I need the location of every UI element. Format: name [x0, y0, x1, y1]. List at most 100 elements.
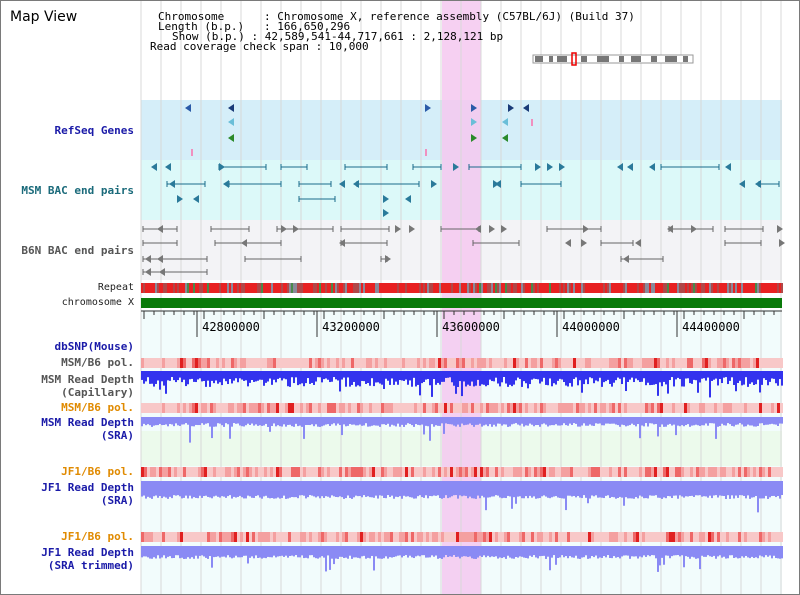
repeat-segment: [203, 283, 205, 293]
jf1-sra-depth-bar: [295, 481, 297, 498]
track-label-jf1-b6-pol-2[interactable]: JF1/B6 pol.: [61, 530, 134, 543]
msm-b6-pol-bar: [753, 358, 756, 368]
repeat-segment: [551, 283, 553, 293]
jf1-sra-depth-bar: [681, 481, 683, 497]
msm-capillary-depth-bar: [337, 371, 339, 381]
jf1-sra-depth-bar: [233, 481, 235, 497]
repeat-segment: [687, 283, 689, 293]
track-label-msm-b6-pol-1[interactable]: MSM/B6 pol.: [61, 356, 134, 369]
jf1-trimmed-depth-bar: [177, 546, 179, 556]
repeat-segment: [171, 283, 173, 293]
jf1-sra-depth-bar: [657, 481, 659, 498]
repeat-segment: [419, 283, 421, 293]
msm-sra-depth-bar: [643, 417, 645, 427]
jf1-b6-pol-bar-2: [615, 532, 618, 542]
msm-sra-depth-bar: [717, 417, 719, 427]
msm-sra-depth-bar: [491, 417, 493, 427]
track-label-refseq[interactable]: RefSeq Genes: [54, 124, 134, 137]
msm-capillary-depth-bar: [729, 371, 731, 381]
jf1-b6-pol-bar-2: [567, 532, 570, 542]
jf1-trimmed-depth-bar: [507, 546, 509, 556]
msm-b6-pol-bar-2: [156, 403, 159, 413]
msm-capillary-depth-bar: [719, 371, 721, 380]
repeat-segment: [149, 283, 151, 293]
jf1-b6-pol-bar-2: [492, 532, 495, 542]
jf1-b6-pol-bar: [468, 467, 471, 477]
jf1-sra-depth-bar: [435, 481, 437, 496]
msm-b6-pol-bar-2: [426, 403, 429, 413]
jf1-b6-pol-bar: [720, 467, 723, 477]
repeat-segment: [769, 283, 771, 293]
b6n-bac-arrow: [777, 225, 783, 233]
msm-sra-depth-bar: [675, 417, 677, 436]
jf1-b6-pol-bar: [372, 467, 375, 477]
ruler-tick-label: 42800000: [202, 320, 260, 334]
track-label-b6n-bac[interactable]: B6N BAC end pairs: [21, 244, 134, 257]
jf1-sra-depth-bar: [473, 481, 475, 499]
msm-sra-depth-bar: [247, 417, 249, 424]
jf1-trimmed-depth-bar: [273, 546, 275, 556]
jf1-b6-pol-bar: [768, 467, 771, 477]
track-label-jf1-depth-sra[interactable]: JF1 Read Depth: [41, 481, 134, 494]
jf1-trimmed-depth-bar: [213, 546, 215, 558]
msm-b6-pol-bar-2: [516, 403, 519, 413]
msm-capillary-depth-bar: [175, 371, 177, 383]
repeat-segment: [413, 283, 415, 293]
repeat-segment: [389, 283, 391, 293]
msm-capillary-depth-bar: [393, 371, 395, 385]
jf1-trimmed-depth-bar: [727, 546, 729, 559]
msm-sra-depth-bar: [385, 417, 387, 425]
msm-sra-depth-bar: [565, 417, 567, 426]
jf1-trimmed-depth-bar: [663, 546, 665, 565]
msm-b6-pol-bar: [207, 358, 210, 368]
msm-sra-depth-bar: [769, 417, 771, 425]
jf1-sra-depth-bar: [297, 481, 299, 499]
msm-capillary-depth-bar: [295, 371, 297, 378]
msm-capillary-depth-bar: [395, 371, 397, 382]
msm-b6-pol-bar: [633, 358, 636, 368]
msm-capillary-depth-bar: [221, 371, 223, 386]
jf1-b6-pol-bar-2: [180, 532, 183, 542]
repeat-segment: [541, 283, 543, 293]
msm-b6-pol-bar: [561, 358, 564, 368]
jf1-b6-pol-bar: [690, 467, 693, 477]
msm-b6-pol-bar-2: [642, 403, 645, 413]
msm-b6-pol-bar: [201, 358, 204, 368]
track-label-msm-b6-pol-2[interactable]: MSM/B6 pol.: [61, 401, 134, 414]
repeat-segment: [779, 283, 781, 293]
msm-capillary-depth-bar: [571, 371, 573, 387]
jf1-b6-pol-bar: [675, 467, 678, 477]
jf1-b6-pol-bar-2: [294, 532, 297, 542]
msm-sra-depth-bar: [215, 417, 217, 427]
jf1-sra-depth-bar: [399, 481, 401, 497]
jf1-b6-pol-bar: [573, 467, 576, 477]
gene-tick: [531, 119, 533, 126]
msm-capillary-depth-bar: [193, 371, 195, 382]
msm-b6-pol-bar: [768, 358, 771, 368]
jf1-sra-depth-bar: [275, 481, 277, 499]
track-label-jf1-b6-pol-1[interactable]: JF1/B6 pol.: [61, 465, 134, 478]
jf1-b6-pol-bar: [375, 467, 378, 477]
jf1-b6-pol-bar-2: [606, 532, 609, 542]
jf1-b6-pol-bar: [666, 467, 669, 477]
repeat-segment: [417, 283, 419, 293]
msm-capillary-depth-bar: [503, 371, 505, 378]
track-label-msm-depth-capillary[interactable]: MSM Read Depth: [41, 373, 134, 386]
repeat-segment: [235, 283, 237, 293]
msm-sra-depth-bar: [671, 417, 673, 426]
jf1-sra-depth-bar: [235, 481, 237, 498]
msm-b6-pol-bar: [303, 358, 306, 368]
jf1-trimmed-depth-bar: [497, 546, 499, 559]
track-label-msm-depth-sra[interactable]: MSM Read Depth: [41, 416, 134, 429]
track-label-jf1-depth-trimmed[interactable]: JF1 Read Depth: [41, 546, 134, 559]
jf1-trimmed-depth-bar: [723, 546, 725, 557]
jf1-b6-pol-bar-2: [525, 532, 528, 542]
jf1-b6-pol-bar: [534, 467, 537, 477]
msm-b6-pol-bar: [672, 358, 675, 368]
track-label-dbsnp[interactable]: dbSNP(Mouse): [54, 340, 134, 353]
repeat-segment: [431, 283, 433, 293]
track-label-msm-bac[interactable]: MSM BAC end pairs: [21, 184, 134, 197]
msm-sra-depth-bar: [661, 417, 663, 425]
jf1-sra-depth-bar: [333, 481, 335, 497]
